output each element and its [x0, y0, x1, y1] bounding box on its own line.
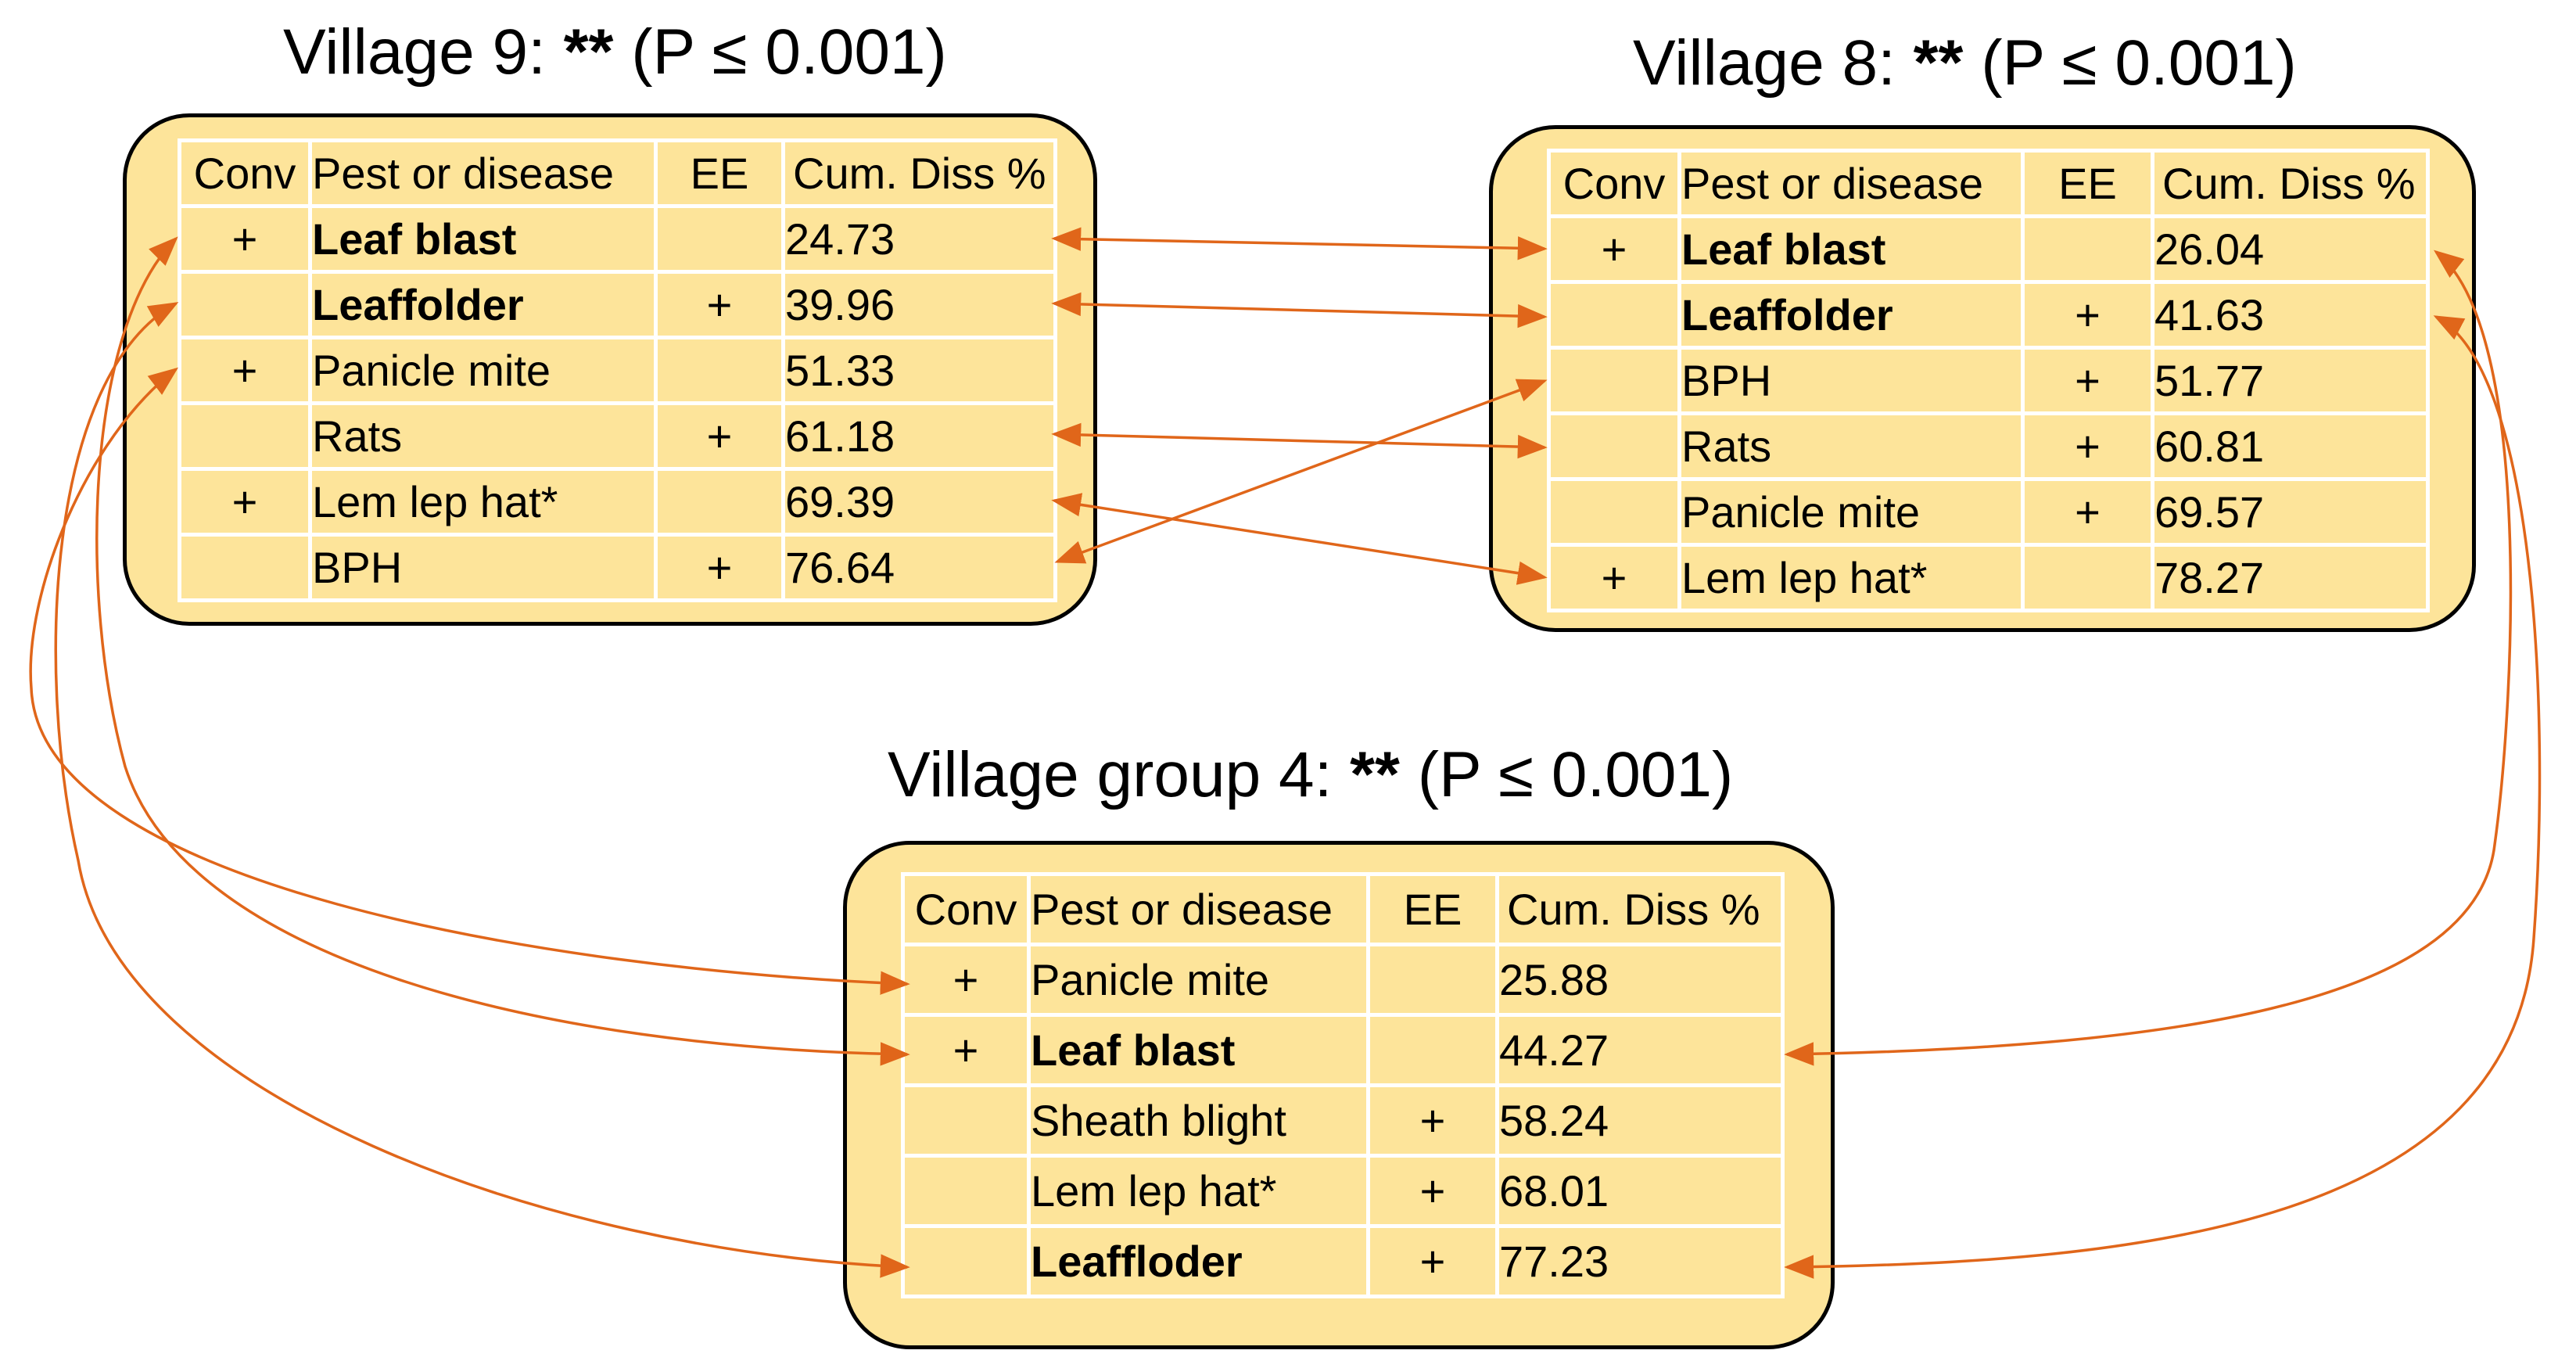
ee-cell: +	[1366, 1224, 1499, 1298]
table-village-group-4: Conv Pest or disease EE Cum. Diss % + Panicle…	[901, 872, 1785, 1298]
title-village-group-4: Village group 4: ** (P ≤ 0.001)	[888, 739, 1734, 810]
pest-cell: Leaf blast	[1027, 1013, 1370, 1087]
arrow-rats-v9-v8	[1051, 422, 1548, 459]
arrow-leaffolder-v9-vg4	[54, 302, 910, 1278]
header-diss: Cum. Diss %	[1495, 872, 1785, 946]
header-conv: Conv	[178, 138, 312, 208]
arrow-leaf-blast-v9-vg4	[95, 236, 910, 1066]
conv-cell: +	[1547, 214, 1681, 284]
ee-cell: +	[1366, 1154, 1499, 1228]
conv-cell: +	[901, 1013, 1031, 1087]
header-pest: Pest or disease	[1027, 872, 1370, 946]
diss-cell: 44.27	[1495, 1013, 1785, 1087]
title-village-9: Village 9: ** (P ≤ 0.001)	[283, 16, 947, 88]
pest-cell: Panicle mite	[1027, 943, 1370, 1017]
header-diss: Cum. Diss %	[2151, 149, 2430, 218]
pest-cell: Lem lep hat*	[1027, 1154, 1370, 1228]
ee-cell	[1366, 1013, 1499, 1087]
ee-cell: +	[1366, 1083, 1499, 1158]
arrow-bph-v9-v8	[1054, 379, 1548, 564]
header-diss: Cum. Diss %	[781, 138, 1057, 208]
arrow-lem-lep-hat-v9-v8	[1051, 493, 1548, 585]
header-row: Conv Pest or disease EE Cum. Diss %	[178, 138, 1057, 208]
header-ee: EE	[1366, 872, 1499, 946]
ee-cell	[1366, 943, 1499, 1017]
header-ee: EE	[2021, 149, 2154, 218]
header-conv: Conv	[1547, 149, 1681, 218]
title-village-8: Village 8: ** (P ≤ 0.001)	[1633, 27, 2297, 99]
diss-cell: 25.88	[1495, 943, 1785, 1017]
table-row: Sheath blight +58.24	[901, 1083, 1785, 1158]
header-row: Conv Pest or disease EE Cum. Diss %	[1547, 149, 2430, 218]
conv-cell	[901, 1154, 1031, 1228]
conv-cell	[1547, 346, 1681, 415]
conv-cell	[1547, 280, 1681, 350]
header-ee: EE	[654, 138, 785, 208]
arrow-panicle-mite-v9-vg4	[29, 367, 910, 995]
table-row: + Panicle mite 25.88	[901, 943, 1785, 1017]
arrow-leaf-blast-v8-vg4	[1784, 250, 2513, 1066]
table-row: + Leaf blast 44.27	[901, 1013, 1785, 1087]
header-pest: Pest or disease	[308, 138, 658, 208]
conv-cell: +	[1547, 543, 1681, 612]
header-pest: Pest or disease	[1677, 149, 2025, 218]
arrow-leaf-blast-v9-v8	[1051, 227, 1548, 260]
arrow-leaffolder-v9-v8	[1051, 292, 1548, 329]
diss-cell: 77.23	[1495, 1224, 1785, 1298]
conv-cell	[901, 1224, 1031, 1298]
diss-cell: 58.24	[1495, 1083, 1785, 1158]
conv-cell	[1547, 411, 1681, 481]
conv-cell	[1547, 477, 1681, 547]
arrow-leaffolder-v8-vg4	[1784, 315, 2542, 1279]
pest-cell: Leaffloder	[1027, 1224, 1370, 1298]
pest-cell: Sheath blight	[1027, 1083, 1370, 1158]
table-row: Lem lep hat* +68.01	[901, 1154, 1785, 1228]
header-conv: Conv	[901, 872, 1031, 946]
diss-cell: 68.01	[1495, 1154, 1785, 1228]
conv-cell: +	[901, 943, 1031, 1017]
table-row: Leaffloder +77.23	[901, 1224, 1785, 1298]
header-row: Conv Pest or disease EE Cum. Diss %	[901, 872, 1785, 946]
